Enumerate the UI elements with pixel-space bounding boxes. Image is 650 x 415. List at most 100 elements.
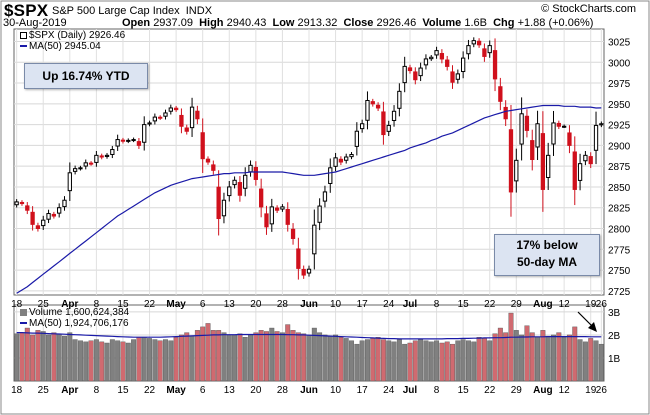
open-label: Open <box>122 17 151 29</box>
candle-body <box>269 206 274 225</box>
volume-bar <box>205 323 211 382</box>
candle-body <box>30 211 35 225</box>
candle-body <box>460 57 466 73</box>
candle-body <box>402 65 407 84</box>
price-legend-text: $SPX (Daily) 2926.46 <box>29 30 126 41</box>
candle-body <box>540 133 546 190</box>
volume-bar <box>593 340 599 382</box>
candle-body <box>189 106 195 129</box>
vol-ma-legend-text: MA(50) 1,924,706,176 <box>29 318 129 329</box>
volume-bar <box>481 338 487 382</box>
price-y-tick-label: 2925 <box>608 121 631 132</box>
volume-bar <box>370 338 376 382</box>
candle-body <box>205 158 211 163</box>
volume-bar <box>237 333 243 382</box>
volume-bar <box>173 337 179 382</box>
arrow-head <box>588 322 597 332</box>
candle-body <box>317 205 322 223</box>
volume-bar <box>535 337 541 382</box>
candle-body <box>227 186 232 197</box>
candle-body <box>110 149 115 155</box>
volume-bar <box>322 334 328 382</box>
volume-bar <box>391 341 397 382</box>
candle-body <box>535 123 540 148</box>
chart-date: 30-Aug-2019 <box>3 17 67 29</box>
x-tick-label: 15 <box>117 299 129 310</box>
candle-body <box>482 48 487 57</box>
candle-body <box>546 154 551 179</box>
volume-bar <box>582 341 588 382</box>
candle-body <box>152 116 158 122</box>
candle-body <box>407 67 413 72</box>
x-tick-label: 24 <box>383 299 395 310</box>
x-tick-label: 20 <box>250 385 262 396</box>
low-label: Low <box>272 17 295 29</box>
candle-body <box>57 207 62 214</box>
candle-body <box>333 157 338 167</box>
volume-bar <box>200 326 206 382</box>
index-full-name: S&P 500 Large Cap Index <box>52 5 180 17</box>
volume-bar <box>551 334 556 382</box>
volume-bar <box>519 334 525 382</box>
volume-bar <box>338 337 344 382</box>
candle-body <box>142 124 147 143</box>
candle-body <box>306 268 312 274</box>
volume-label: Volume <box>422 17 462 29</box>
volume-legend-swatch <box>20 308 27 316</box>
candle-body <box>556 122 561 127</box>
candle-body <box>418 67 423 77</box>
candle-body <box>136 141 142 146</box>
candle-body <box>583 154 588 162</box>
candle-body <box>476 40 482 46</box>
candle-body <box>593 124 599 151</box>
candle-body <box>466 45 471 55</box>
volume-bar <box>418 339 424 382</box>
price-legend: $SPX (Daily) 2926.46 <box>20 30 125 41</box>
volume-bar <box>194 330 200 382</box>
candle-body <box>386 124 391 132</box>
volume-bar <box>285 324 291 382</box>
volume-bar <box>152 339 158 382</box>
x-tick-label: 25 <box>38 299 50 310</box>
candle-body <box>126 139 131 142</box>
candle-body <box>78 167 83 170</box>
x-tick-label: 29 <box>511 299 523 310</box>
price-y-tick-label: 2900 <box>608 141 631 152</box>
volume-bar <box>226 334 232 382</box>
volume-bar <box>258 330 264 382</box>
price-y-tick-label: 2725 <box>608 287 631 298</box>
x-tick-label: 28 <box>277 299 289 310</box>
volume-bar <box>407 342 413 382</box>
volume-bar <box>115 340 121 382</box>
open-value: 2937.09 <box>153 17 193 29</box>
volume-bar <box>466 340 471 382</box>
volume-bar <box>83 341 89 382</box>
candle-body <box>423 58 429 66</box>
volume-bar <box>279 332 285 382</box>
volume-bar <box>354 343 360 382</box>
candle-body <box>508 129 514 193</box>
volume-bar <box>412 340 418 382</box>
volume-bar <box>141 337 147 382</box>
volume-y-tick-label: 2B <box>608 331 621 342</box>
volume-bar <box>434 340 440 382</box>
volume-bar <box>67 332 73 382</box>
symbol-title: $SPX <box>4 1 49 20</box>
x-tick-label: 8 <box>94 385 100 396</box>
volume-bar <box>311 327 317 382</box>
volume-bar <box>216 330 222 382</box>
candle-body <box>455 73 460 80</box>
candle-body <box>41 219 46 227</box>
ma-legend-swatch <box>20 45 27 48</box>
volume-bar <box>402 343 408 382</box>
volume-bar <box>508 312 514 382</box>
volume-bar <box>423 340 429 382</box>
candle-body <box>471 40 476 45</box>
x-tick-label: 24 <box>383 385 395 396</box>
volume-bar <box>24 327 30 382</box>
close-label: Close <box>343 17 374 29</box>
volume-bar <box>72 339 78 382</box>
volume-bar <box>120 341 126 382</box>
candle-body <box>115 139 120 147</box>
volume-bar <box>450 343 455 382</box>
